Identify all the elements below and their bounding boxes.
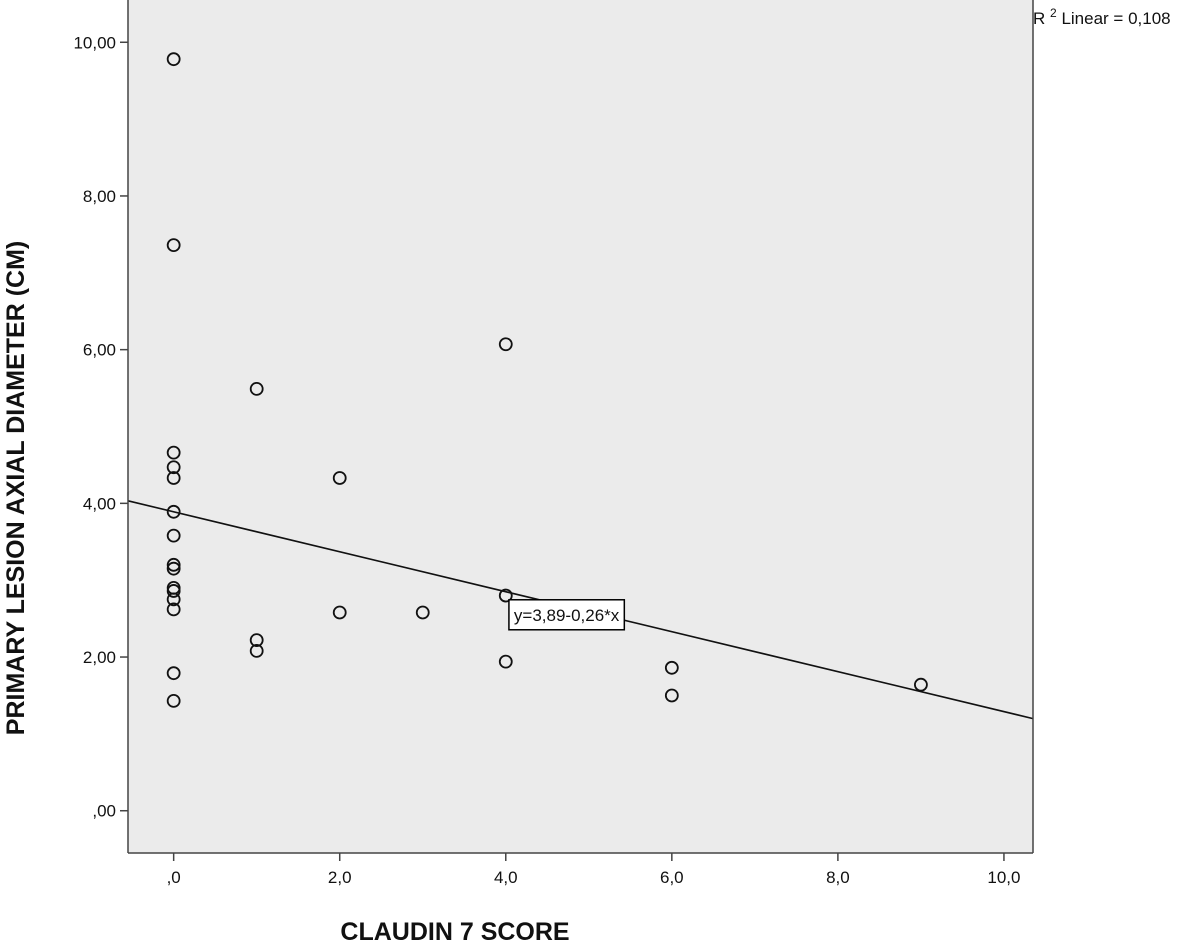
r2-label-prefix: R [1033, 9, 1045, 28]
data-point [166, 528, 181, 543]
data-point [166, 592, 181, 607]
data-point [498, 337, 513, 352]
x-tick-label: 10,0 [987, 868, 1020, 887]
data-point [914, 677, 928, 692]
y-tick-label: ,00 [92, 802, 116, 821]
data-point [332, 471, 347, 485]
y-tick-label: 10,00 [73, 33, 116, 52]
data-point [664, 688, 679, 703]
r2-label: R 2 Linear = 0,108 [1033, 2, 1171, 28]
data-point [166, 52, 181, 67]
x-axis-title: CLAUDIN 7 SCORE [340, 918, 569, 946]
data-point [166, 471, 181, 485]
data-point [249, 381, 264, 396]
plot-area [128, 0, 1033, 853]
equation-label: y=3,89-0,26*x [514, 606, 620, 625]
data-point [166, 693, 181, 708]
data-point [166, 561, 181, 576]
data-point [166, 445, 181, 460]
data-point [166, 460, 181, 475]
r2-label-text: Linear = 0,108 [1061, 9, 1170, 28]
data-point [332, 605, 347, 620]
data-point [498, 654, 513, 669]
data-point [249, 643, 264, 658]
x-tick-label: 8,0 [826, 868, 850, 887]
r2-label-superscript: 2 [1050, 6, 1057, 20]
data-point [166, 238, 181, 253]
data-point [166, 557, 181, 572]
x-tick-label: ,0 [167, 868, 181, 887]
equation-box [508, 599, 626, 631]
data-point [166, 504, 181, 519]
y-tick-label: 6,00 [83, 341, 116, 360]
x-tick-label: 4,0 [494, 868, 518, 887]
y-tick-label: 8,00 [83, 187, 116, 206]
data-point [166, 602, 181, 617]
x-axis: ,0 2,0 4,0 6,0 8,0 10,0 [167, 853, 1020, 887]
x-tick-label: 2,0 [328, 868, 352, 887]
data-point [166, 584, 181, 598]
data-point [249, 633, 264, 648]
y-tick-label: 2,00 [83, 648, 116, 667]
y-axis: ,00 2,00 4,00 6,00 8,00 10,00 [73, 33, 128, 821]
data-point [664, 660, 679, 675]
data-point [415, 605, 430, 620]
annotation-layer: y=3,89-0,26*x [508, 599, 626, 631]
y-axis-title: PRIMARY LESION AXIAL DIAMETER (CM) [2, 241, 30, 735]
x-tick-label: 6,0 [660, 868, 684, 887]
data-point [498, 588, 513, 603]
y-tick-label: 4,00 [83, 494, 116, 513]
data-point [166, 666, 181, 681]
points-layer [166, 52, 928, 708]
